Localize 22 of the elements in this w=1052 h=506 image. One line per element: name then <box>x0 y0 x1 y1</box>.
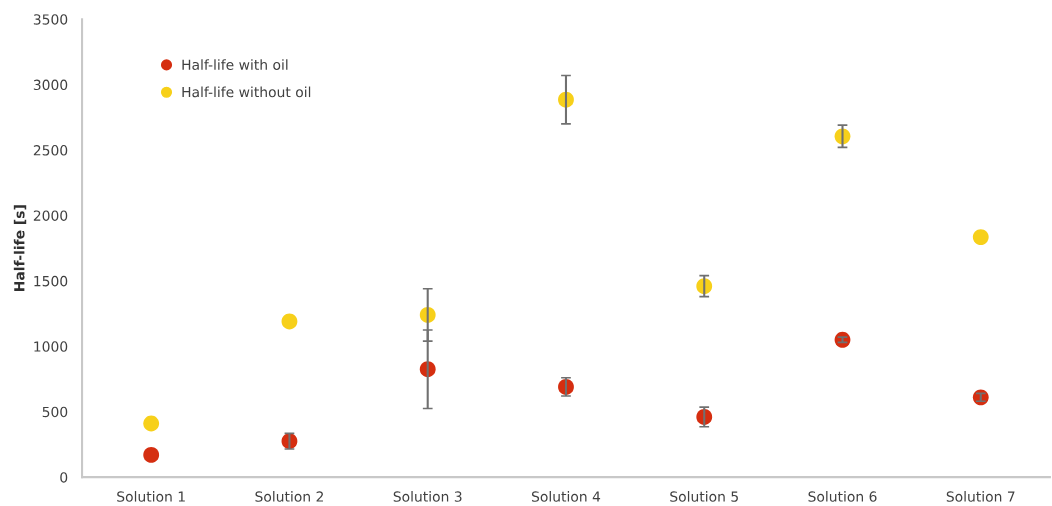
y-tick-label: 1500 <box>34 275 68 287</box>
x-tick-label: Solution 3 <box>393 491 462 502</box>
y-tick-label: 3500 <box>33 14 68 25</box>
point <box>143 415 160 432</box>
point <box>281 313 298 330</box>
y-tick-label: 3000 <box>33 79 68 91</box>
y-tick-label: 1000 <box>34 341 68 352</box>
x-tick-label: Solution 5 <box>670 491 738 502</box>
point <box>972 229 989 245</box>
y-axis-title: Half-life [s] <box>13 205 27 291</box>
legend-label: Half-life with oil <box>182 59 288 70</box>
x-tick-label: Solution 2 <box>255 491 323 502</box>
y-tick-label: 2000 <box>33 210 68 221</box>
y-tick-label: 500 <box>42 406 68 418</box>
x-tick-label: Solution 6 <box>808 491 877 502</box>
x-tick-label: Solution 4 <box>531 491 601 502</box>
y-tick-label: 2500 <box>33 145 68 156</box>
legend-label: Half-life without oil <box>182 86 311 98</box>
y-tick-label: 0 <box>60 472 68 483</box>
x-tick-label: Solution 7 <box>946 491 1015 502</box>
point <box>143 447 160 463</box>
x-tick-label: Solution 1 <box>117 491 185 502</box>
